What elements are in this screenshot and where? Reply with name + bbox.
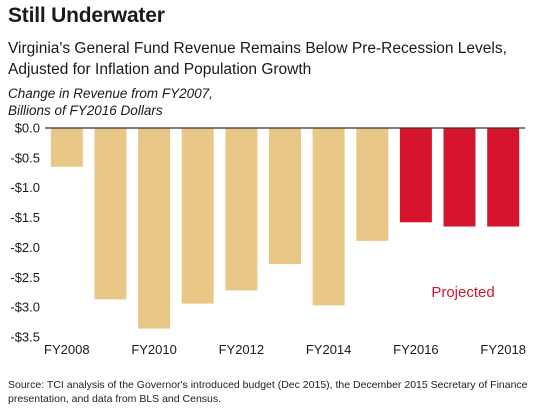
- x-tick-label: FY2018: [480, 342, 526, 357]
- x-tick-label: FY2008: [44, 342, 90, 357]
- x-tick-label: FY2014: [306, 342, 352, 357]
- y-tick-label: -$1.5: [10, 210, 40, 225]
- y-tick-label: -$3.0: [10, 300, 40, 315]
- projected-bar: [399, 128, 432, 223]
- y-tick-label: -$3.5: [10, 330, 40, 345]
- source-note: Source: TCI analysis of the Governor's i…: [8, 379, 528, 405]
- bar-chart: $0.0 -$0.5 -$1.0 -$1.5 -$2.0 -$2.5 -$3.0 -$3.5 F…: [10, 121, 526, 358]
- y-axis-label: Change in Revenue from FY2007, Billions …: [8, 85, 213, 119]
- actual-bar: [356, 128, 389, 241]
- y-tick-label: -$0.5: [10, 150, 40, 165]
- y-tick-label: $0.0: [15, 121, 40, 136]
- projected-bar: [443, 128, 476, 227]
- actual-bar: [94, 128, 127, 300]
- chart-subtitle: Virginia's General Fund Revenue Remains …: [8, 40, 507, 78]
- y-tick-label: -$2.5: [10, 270, 40, 285]
- x-tick-label: FY2016: [393, 342, 439, 357]
- x-tick-label: FY2010: [131, 342, 177, 357]
- actual-bar: [181, 128, 214, 304]
- projected-bar: [487, 128, 520, 227]
- actual-bar: [225, 128, 258, 291]
- projected-annotation: Projected: [431, 284, 494, 301]
- x-tick-label: FY2012: [219, 342, 265, 357]
- actual-bar: [138, 128, 171, 329]
- actual-bar: [50, 128, 83, 167]
- chart-title: Still Underwater: [8, 4, 165, 27]
- y-axis-label-line-2: Billions of FY2016 Dollars: [8, 103, 163, 118]
- y-axis-label-line-1: Change in Revenue from FY2007,: [8, 86, 213, 101]
- actual-bar: [269, 128, 301, 265]
- y-tick-label: -$2.0: [10, 240, 40, 255]
- actual-bar: [312, 128, 345, 306]
- y-tick-label: -$1.0: [10, 180, 40, 195]
